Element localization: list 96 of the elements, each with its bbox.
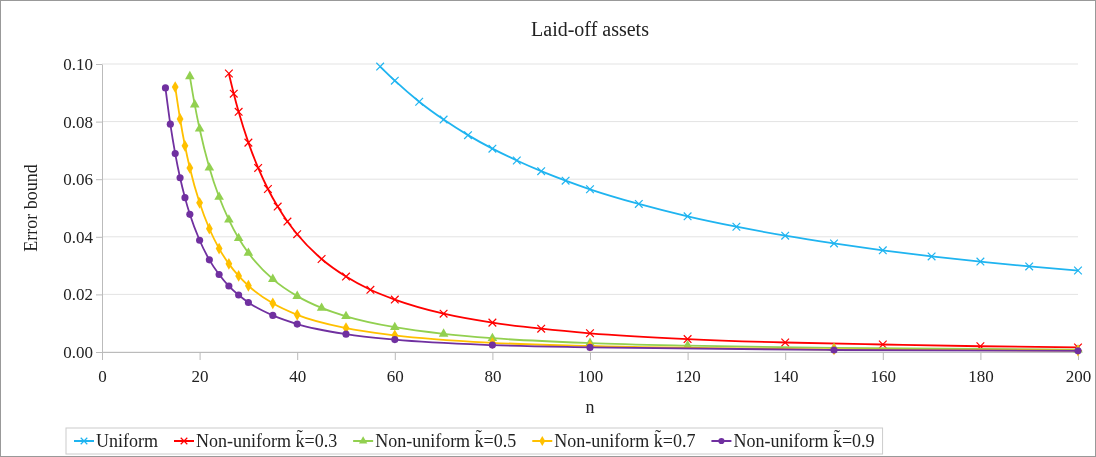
y-tick-label: 0.10 [63, 54, 93, 74]
point [189, 99, 200, 108]
x-tick-label: 20 [191, 366, 209, 386]
point [878, 245, 888, 255]
point [243, 138, 253, 148]
point [439, 309, 449, 319]
point [224, 69, 234, 78]
point [487, 318, 497, 328]
point [375, 62, 385, 72]
point [488, 341, 496, 349]
point [438, 328, 449, 337]
point [390, 76, 400, 86]
point [1073, 266, 1083, 275]
point [1024, 262, 1034, 271]
legend-label: Non-uniform k̃=0.7 [554, 428, 696, 451]
point [292, 229, 302, 239]
point [780, 338, 790, 347]
point [229, 89, 239, 99]
point [214, 191, 224, 200]
point [194, 123, 205, 132]
x-axis-title: n [585, 397, 595, 417]
x-tick-label: 40 [289, 366, 307, 386]
point [224, 214, 234, 223]
point [243, 247, 254, 256]
point [269, 311, 277, 319]
point [585, 328, 595, 338]
point [186, 210, 194, 218]
legend-label: Uniform [96, 431, 158, 451]
y-axis-title: Error bound [21, 164, 41, 252]
x-tick-label: 160 [870, 366, 897, 386]
point [267, 273, 278, 282]
point [215, 270, 223, 279]
point [185, 70, 195, 80]
point [975, 257, 985, 266]
point [166, 120, 174, 128]
chart-title: Laid-off assets [531, 18, 650, 40]
y-tick-label: 0.06 [63, 170, 93, 190]
point [365, 285, 375, 295]
point [233, 232, 244, 242]
point [389, 321, 400, 331]
x-tick-label: 0 [98, 366, 107, 386]
x-tick-label: 180 [968, 366, 994, 386]
x-tick-label: 120 [675, 366, 701, 386]
point [585, 184, 595, 194]
point [536, 166, 546, 176]
y-tick-label: 0.00 [63, 342, 93, 362]
point [878, 340, 888, 349]
point [683, 334, 693, 344]
point [234, 107, 244, 117]
x-tick-label: 80 [484, 366, 502, 386]
point [283, 217, 292, 226]
point [235, 291, 243, 299]
legend-label: Non-uniform k̃=0.3 [196, 428, 338, 451]
point [292, 290, 303, 299]
point [171, 150, 179, 158]
point [225, 282, 233, 290]
point [273, 202, 283, 211]
point [463, 130, 473, 140]
point [204, 162, 215, 171]
y-tick-label: 0.08 [63, 112, 93, 132]
x-tick-label: 200 [1065, 366, 1092, 386]
point [342, 330, 350, 338]
point [439, 115, 449, 125]
x-tick-label: 100 [577, 366, 604, 386]
legend-label: Non-uniform k̃=0.5 [375, 428, 517, 451]
point [683, 211, 693, 221]
point [317, 254, 327, 264]
point [414, 97, 424, 107]
point [205, 256, 213, 264]
point [927, 251, 937, 261]
point [829, 238, 839, 248]
point [391, 336, 399, 344]
point [390, 295, 400, 305]
y-tick-label: 0.04 [63, 227, 94, 247]
point [263, 184, 273, 194]
point [253, 163, 263, 173]
point [161, 84, 170, 92]
point [316, 302, 327, 311]
point [536, 324, 546, 334]
point [561, 176, 571, 186]
point [181, 194, 189, 202]
point [196, 236, 204, 244]
x-tick-label: 140 [772, 366, 799, 386]
point [731, 222, 741, 232]
point [634, 199, 644, 209]
point [341, 272, 351, 281]
x-tick-label: 60 [386, 366, 404, 386]
point [341, 310, 351, 320]
point [487, 144, 497, 154]
point [244, 298, 252, 307]
legend-label: Non-uniform k̃=0.9 [733, 428, 875, 451]
point [293, 320, 301, 328]
y-tick-label: 0.02 [63, 285, 93, 305]
point [512, 156, 522, 165]
point [176, 174, 184, 182]
point [780, 231, 790, 241]
